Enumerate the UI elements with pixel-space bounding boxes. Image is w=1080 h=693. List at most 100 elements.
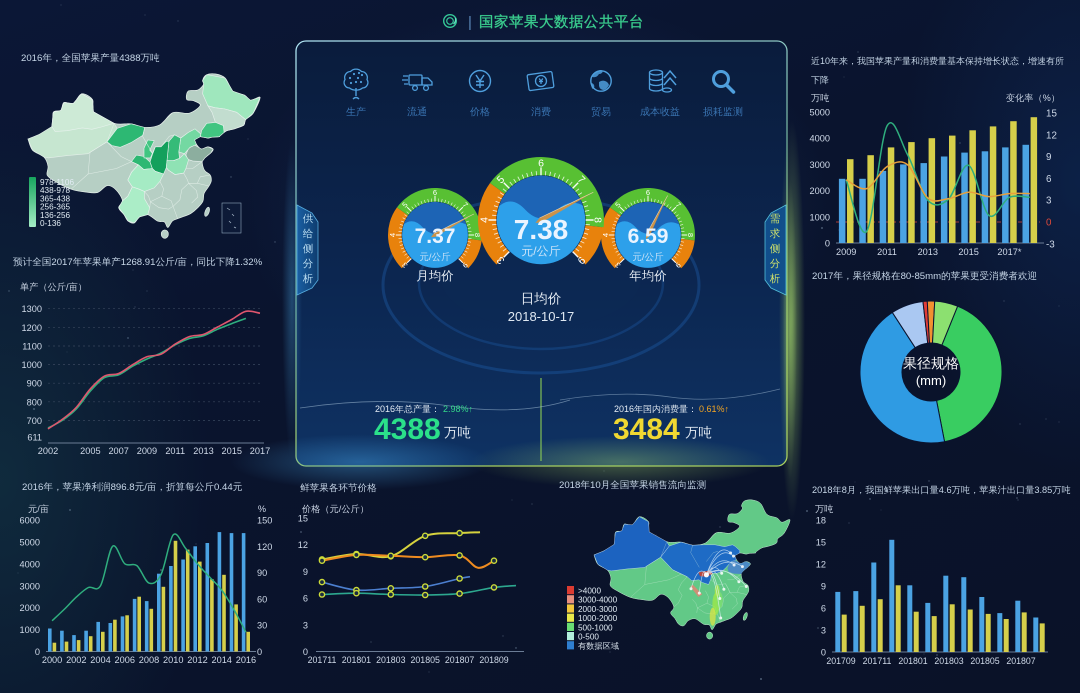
svg-text:0: 0 xyxy=(1046,218,1052,229)
svg-text:500-1000: 500-1000 xyxy=(578,623,613,632)
svg-text:18: 18 xyxy=(816,516,826,526)
svg-text:256-365: 256-365 xyxy=(40,203,70,212)
svg-text:7: 7 xyxy=(673,200,682,209)
svg-text:5: 5 xyxy=(613,200,622,209)
svg-text:4000: 4000 xyxy=(20,559,40,569)
svg-text:2002: 2002 xyxy=(38,446,58,456)
svg-text:15: 15 xyxy=(1046,108,1057,119)
svg-text:6: 6 xyxy=(538,157,544,169)
svg-text:2015: 2015 xyxy=(958,247,978,257)
svg-text:2000-3000: 2000-3000 xyxy=(578,605,618,614)
svg-text:2007: 2007 xyxy=(108,446,128,456)
svg-text:2013: 2013 xyxy=(918,247,938,257)
svg-text:2013: 2013 xyxy=(193,446,213,456)
svg-text:3: 3 xyxy=(1046,196,1052,207)
svg-text:2010: 2010 xyxy=(163,655,183,665)
svg-text:4388: 4388 xyxy=(374,413,441,446)
svg-text:9: 9 xyxy=(821,582,826,592)
svg-text:9: 9 xyxy=(303,567,308,577)
svg-text:201801: 201801 xyxy=(898,656,927,666)
svg-text:0: 0 xyxy=(303,647,308,657)
svg-text:8: 8 xyxy=(473,233,482,237)
svg-text:25: 25 xyxy=(258,632,259,633)
svg-text:/: / xyxy=(533,244,537,258)
svg-text:1200: 1200 xyxy=(22,323,42,333)
svg-text:2000: 2000 xyxy=(42,655,62,665)
svg-text:201801: 201801 xyxy=(342,655,371,665)
svg-text:201805: 201805 xyxy=(970,656,999,666)
svg-text:3: 3 xyxy=(400,260,409,269)
svg-text:90: 90 xyxy=(257,568,267,578)
svg-text:2017: 2017 xyxy=(51,257,72,268)
svg-text:4.6: 4.6 xyxy=(939,485,952,495)
svg-text:/: / xyxy=(339,504,342,514)
svg-text:2018: 2018 xyxy=(812,485,832,495)
svg-text:2016: 2016 xyxy=(375,404,395,414)
svg-text:60: 60 xyxy=(257,594,267,604)
svg-text:0: 0 xyxy=(821,648,826,658)
svg-text:6.59: 6.59 xyxy=(628,225,669,248)
svg-text:8: 8 xyxy=(592,217,604,223)
svg-text:7.38: 7.38 xyxy=(514,214,569,245)
svg-text:2018-10-17: 2018-10-17 xyxy=(508,309,575,324)
svg-text:120: 120 xyxy=(257,542,272,552)
svg-text:6: 6 xyxy=(821,604,826,614)
svg-text:15: 15 xyxy=(816,538,826,548)
svg-text:978-1106: 978-1106 xyxy=(40,178,74,187)
svg-text:2.98%↑: 2.98%↑ xyxy=(443,404,473,414)
svg-text:/: / xyxy=(37,504,40,514)
svg-text:611: 611 xyxy=(27,433,42,443)
svg-text:0-136: 0-136 xyxy=(40,219,61,228)
svg-text:1000: 1000 xyxy=(810,212,830,222)
svg-text:6: 6 xyxy=(303,594,308,604)
svg-text:2009: 2009 xyxy=(137,446,157,456)
svg-text:30: 30 xyxy=(257,621,267,631)
svg-text:2004: 2004 xyxy=(90,655,110,665)
svg-text:80-85mm: 80-85mm xyxy=(901,271,942,282)
svg-text:1300: 1300 xyxy=(22,304,42,314)
svg-text:1268.91: 1268.91 xyxy=(121,257,156,268)
svg-text:201709: 201709 xyxy=(826,656,855,666)
svg-text:75: 75 xyxy=(258,588,259,589)
svg-text:9: 9 xyxy=(673,260,682,269)
svg-text:201803: 201803 xyxy=(376,655,405,665)
svg-text:3484: 3484 xyxy=(613,413,680,446)
svg-text:1000-2000: 1000-2000 xyxy=(578,614,618,623)
svg-text:4388: 4388 xyxy=(119,53,140,64)
svg-text:201803: 201803 xyxy=(934,656,963,666)
svg-text:700: 700 xyxy=(27,416,42,426)
svg-text:12: 12 xyxy=(1046,130,1057,141)
svg-text:2014: 2014 xyxy=(211,655,231,665)
svg-text:2000: 2000 xyxy=(20,603,40,613)
svg-text:3: 3 xyxy=(613,260,622,269)
svg-text:3: 3 xyxy=(821,626,826,636)
svg-text:201805: 201805 xyxy=(411,655,440,665)
svg-text:3000: 3000 xyxy=(810,160,830,170)
svg-text:3000-4000: 3000-4000 xyxy=(578,596,618,605)
svg-text:365-438: 365-438 xyxy=(40,194,70,203)
svg-text:2005: 2005 xyxy=(80,446,100,456)
svg-text:201711: 201711 xyxy=(863,656,892,666)
svg-text:5: 5 xyxy=(400,200,409,209)
svg-text:896.8: 896.8 xyxy=(111,482,135,493)
svg-text:8: 8 xyxy=(686,233,695,237)
svg-text:2000: 2000 xyxy=(810,186,830,196)
svg-text:(mm): (mm) xyxy=(916,373,946,388)
svg-text:/: / xyxy=(429,252,432,263)
svg-text:2016: 2016 xyxy=(614,404,634,414)
svg-text:1000: 1000 xyxy=(22,360,42,370)
svg-text:2015: 2015 xyxy=(222,446,242,456)
svg-text:-3: -3 xyxy=(1046,239,1055,250)
svg-text:136-256: 136-256 xyxy=(40,211,70,220)
svg-text:800: 800 xyxy=(27,397,42,407)
svg-text:201809: 201809 xyxy=(479,655,508,665)
svg-text:6: 6 xyxy=(646,188,650,197)
svg-text:4: 4 xyxy=(388,233,397,237)
svg-text:10: 10 xyxy=(820,56,830,66)
svg-text:2011: 2011 xyxy=(877,247,897,257)
svg-text:201711: 201711 xyxy=(308,655,337,665)
svg-text:4: 4 xyxy=(601,233,610,237)
svg-text:1.32%: 1.32% xyxy=(235,257,263,268)
svg-text:2018: 2018 xyxy=(559,480,580,491)
svg-text:2016: 2016 xyxy=(21,53,42,64)
